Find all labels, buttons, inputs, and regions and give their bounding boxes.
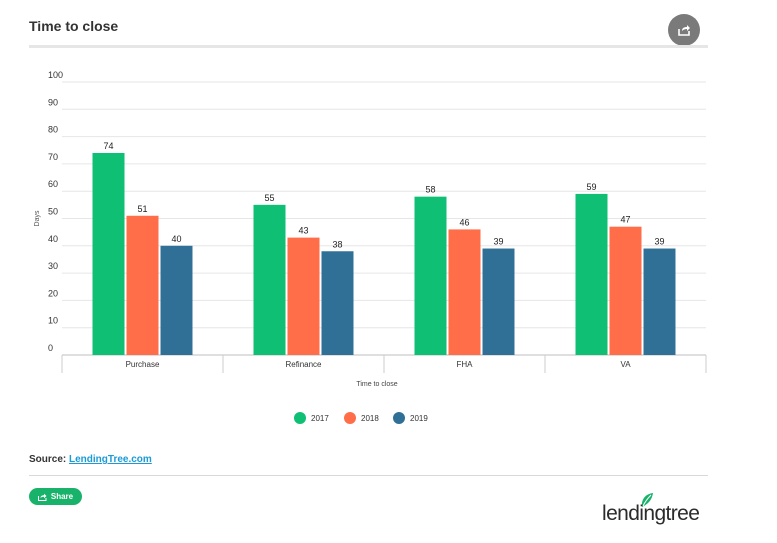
chart-title: Time to close (29, 18, 119, 34)
y-tick-label: 100 (48, 70, 63, 80)
source-label: Source: (29, 454, 67, 465)
x-tick-label: FHA (457, 360, 474, 369)
bar (92, 152, 125, 355)
data-label: 40 (171, 234, 181, 244)
share-button-label: Share (50, 492, 74, 501)
y-tick-label: 60 (48, 179, 58, 189)
y-axis-label: Days (34, 210, 41, 226)
data-label: 59 (586, 182, 596, 192)
x-tick-label: VA (620, 360, 631, 369)
legend-label: 2018 (361, 414, 379, 423)
y-tick-label: 40 (48, 234, 58, 244)
bar (414, 196, 447, 355)
data-label: 55 (264, 193, 274, 203)
share-icon (678, 25, 690, 36)
header-divider (29, 45, 708, 48)
bar (482, 248, 515, 355)
x-axis-title: Time to close (356, 381, 397, 388)
legend-marker (393, 412, 405, 424)
bar-chart: 0 10 20 30 40 50 60 70 80 90 100 Days 74 51 40 Purchase… (34, 70, 707, 424)
leaf-icon (641, 493, 653, 507)
bar (126, 215, 159, 355)
data-label: 39 (493, 237, 503, 247)
source-link[interactable]: LendingTree.com (69, 454, 152, 465)
share-small-icon (37, 493, 47, 501)
legend-marker (294, 412, 306, 424)
x-tick-label: Refinance (285, 360, 322, 369)
chart-header: Time to close (29, 16, 708, 46)
data-label: 51 (137, 204, 147, 214)
y-tick-label: 0 (48, 343, 53, 353)
y-tick-label: 30 (48, 261, 58, 271)
data-label: 47 (620, 215, 630, 225)
legend-marker (344, 412, 356, 424)
data-label: 43 (298, 226, 308, 236)
share-circle-button[interactable] (668, 14, 700, 46)
share-button[interactable]: Share (29, 488, 82, 505)
bar (643, 248, 676, 355)
bar (253, 204, 286, 355)
y-tick-label: 50 (48, 207, 58, 217)
y-tick-label: 20 (48, 288, 58, 298)
bar (287, 237, 320, 355)
y-tick-label: 90 (48, 97, 58, 107)
data-label: 38 (332, 239, 342, 249)
bar (448, 229, 481, 355)
data-label: 46 (459, 217, 469, 227)
bar (575, 193, 608, 355)
y-tick-label: 10 (48, 316, 58, 326)
footer-divider (29, 475, 708, 476)
lendingtree-logo: lendingtree (600, 492, 710, 526)
y-tick-label: 80 (48, 125, 58, 135)
bar (160, 245, 193, 355)
logo-wordmark: lendingtree (602, 502, 700, 525)
legend-label: 2019 (410, 414, 428, 423)
bar (321, 251, 354, 355)
source-line: Source: LendingTree.com (29, 454, 152, 465)
data-label: 39 (654, 237, 664, 247)
y-tick-label: 70 (48, 152, 58, 162)
bar (609, 226, 642, 355)
data-label: 58 (425, 185, 435, 195)
legend-label: 2017 (311, 414, 329, 423)
data-label: 74 (103, 141, 113, 151)
x-tick-label: Purchase (126, 360, 160, 369)
